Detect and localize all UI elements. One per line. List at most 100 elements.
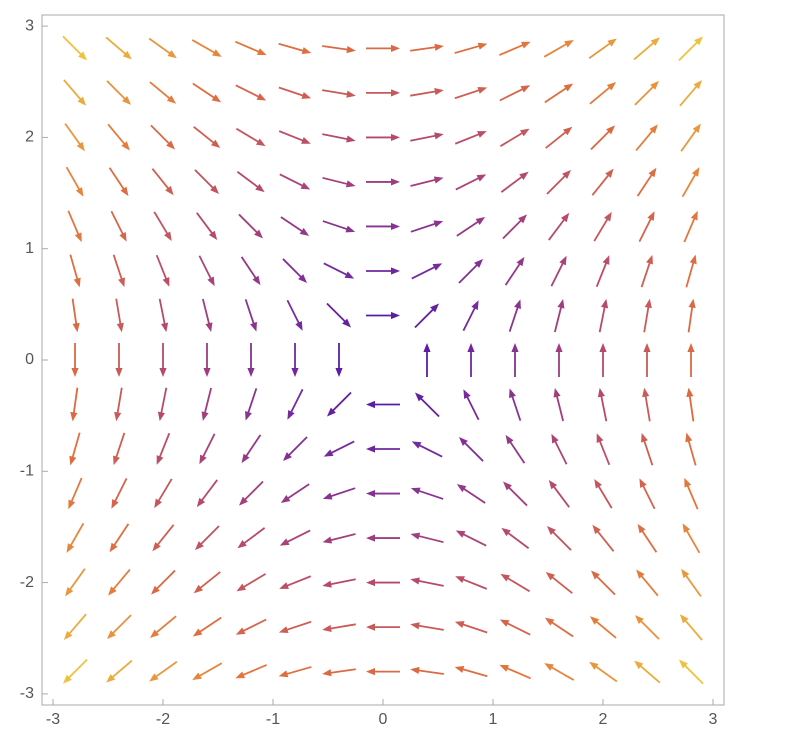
arrow <box>458 258 484 284</box>
arrow-head <box>688 298 696 309</box>
arrow-shaft <box>594 665 618 683</box>
arrow-shaft <box>454 132 481 145</box>
arrow-head <box>589 661 599 670</box>
arrow <box>589 616 617 639</box>
arrow-head <box>430 303 440 313</box>
arrow-shaft <box>106 80 127 101</box>
arrow-head <box>606 125 616 135</box>
arrow-shaft <box>596 529 615 552</box>
arrow-head <box>467 343 475 352</box>
arrow-shaft <box>322 133 349 141</box>
arrow-head <box>236 583 246 592</box>
arrow-head <box>78 51 88 61</box>
arrow <box>634 615 660 640</box>
arrow-head <box>689 254 697 265</box>
arrow <box>366 445 400 453</box>
arrow-head <box>637 523 646 534</box>
arrow-shaft <box>550 575 573 594</box>
arrow-shaft <box>683 217 696 243</box>
arrow-head <box>391 222 400 231</box>
arrow-head <box>235 627 246 635</box>
arrow-shaft <box>331 391 352 413</box>
arrow-head <box>210 185 220 194</box>
arrow <box>238 480 264 506</box>
arrow-shaft <box>417 579 444 587</box>
arrow <box>366 222 400 231</box>
arrow-shaft <box>235 84 261 99</box>
arrow-head <box>520 41 531 49</box>
arrow-head <box>282 452 292 462</box>
arrow-shaft <box>411 265 437 280</box>
arrow-shaft <box>499 131 524 147</box>
arrow <box>326 302 352 328</box>
arrow-head <box>342 318 352 328</box>
arrow-head <box>686 387 694 398</box>
arrow-shaft <box>247 388 258 415</box>
arrow <box>278 666 312 678</box>
arrow-shaft <box>410 222 437 233</box>
arrow-shaft <box>326 302 347 324</box>
arrow <box>511 343 519 377</box>
arrow <box>149 615 177 638</box>
arrow-head <box>298 274 308 283</box>
arrow-shaft <box>64 123 82 146</box>
arrow <box>287 388 304 420</box>
arrow <box>115 298 124 333</box>
arrow-shaft <box>240 256 258 280</box>
arrow <box>286 299 303 331</box>
arrow-head <box>161 322 169 333</box>
arrow <box>198 255 215 287</box>
arrow-head <box>109 542 118 553</box>
arrow <box>551 433 568 465</box>
arrow-shaft <box>158 298 166 326</box>
arrow-shaft <box>322 176 349 186</box>
arrow-shaft <box>108 167 126 191</box>
arrow-head <box>642 387 650 398</box>
arrow-head <box>434 88 444 96</box>
arrow <box>410 176 444 187</box>
arrow-shaft <box>278 42 305 52</box>
arrow-shaft <box>112 254 123 281</box>
arrow-shaft <box>285 666 312 676</box>
arrow <box>455 174 487 191</box>
arrow-head <box>75 187 84 197</box>
arrow-shaft <box>192 82 216 100</box>
arrow-shaft <box>199 525 220 546</box>
arrow-head <box>641 432 648 443</box>
arrow-head <box>256 48 267 56</box>
arrow <box>280 483 310 503</box>
arrow-head <box>291 368 299 377</box>
arrow-shaft <box>506 576 531 593</box>
arrow-head <box>643 343 651 352</box>
arrow-head <box>279 538 290 546</box>
arrow <box>149 660 178 682</box>
x-tick-label: -3 <box>46 711 60 728</box>
arrow-shaft <box>322 89 349 96</box>
arrow-shaft <box>322 220 349 231</box>
arrow-shaft <box>555 394 564 422</box>
arrow <box>235 664 267 679</box>
arrow-shaft <box>241 664 267 677</box>
arrow <box>544 663 575 681</box>
arrow-shaft <box>462 487 486 504</box>
arrow-head <box>366 668 375 676</box>
arrow-head <box>322 492 333 500</box>
arrow <box>366 400 400 409</box>
arrow <box>247 343 255 377</box>
arrow-head <box>322 580 332 588</box>
arrow-head <box>455 576 465 583</box>
arrow-head <box>74 232 82 243</box>
arrow-shaft <box>591 173 610 196</box>
arrow-shaft <box>454 88 481 100</box>
arrow-shaft <box>62 35 83 56</box>
arrow-shaft <box>505 666 531 680</box>
arrow <box>410 88 444 97</box>
arrow-head <box>326 407 336 417</box>
arrow <box>196 479 218 508</box>
arrow-shaft <box>155 569 176 591</box>
arrow-head <box>414 392 424 402</box>
arrow <box>509 388 522 421</box>
arrow-shaft <box>150 124 171 145</box>
arrow-shaft <box>244 299 255 326</box>
arrow-shaft <box>153 211 169 236</box>
